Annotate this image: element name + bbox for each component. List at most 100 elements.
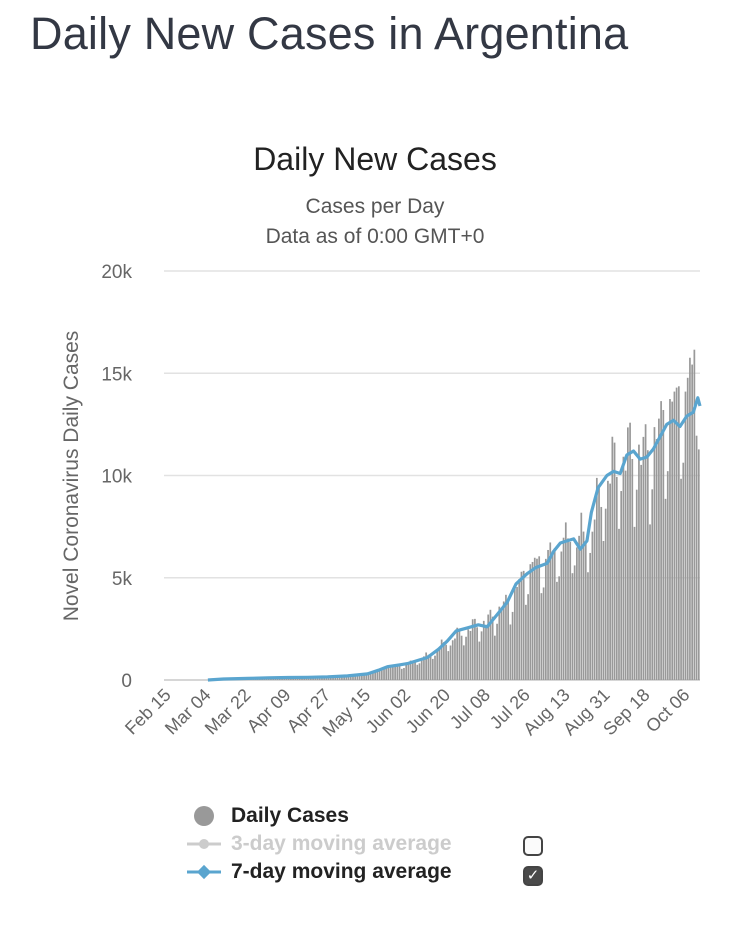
daily-cases-bar xyxy=(542,587,545,680)
daily-cases-bar xyxy=(467,629,470,680)
daily-cases-bar xyxy=(385,668,388,680)
daily-cases-bar xyxy=(445,644,447,680)
daily-cases-bar xyxy=(451,640,454,680)
daily-cases-bar xyxy=(600,506,603,680)
y-tick-label: 10k xyxy=(101,467,132,488)
daily-cases-bar xyxy=(485,624,487,680)
x-tick-label: Jun 02 xyxy=(362,685,414,737)
daily-cases-bar xyxy=(398,664,401,680)
daily-cases-bar xyxy=(394,665,396,680)
legend-item-3-day-average[interactable]: 3-day moving average xyxy=(185,830,452,858)
daily-cases-bar xyxy=(629,422,631,680)
daily-cases-bar xyxy=(478,641,481,680)
legend-item-daily-cases[interactable]: Daily Cases xyxy=(185,802,349,830)
daily-cases-bar xyxy=(476,627,478,680)
y-axis-ticks: 0 5k 10k 15k 20k xyxy=(101,262,132,692)
daily-cases-bar xyxy=(695,435,698,680)
x-tick-label: Apr 09 xyxy=(243,685,295,737)
daily-cases-bar xyxy=(584,543,587,680)
daily-cases-bar xyxy=(689,357,691,680)
toggle-3-day-average-checkbox[interactable] xyxy=(523,836,543,856)
daily-cases-bar xyxy=(343,676,345,680)
daily-cases-bar xyxy=(558,576,560,680)
daily-cases-bar xyxy=(536,558,538,680)
daily-cases-bar xyxy=(562,537,565,680)
daily-cases-bar xyxy=(431,658,434,680)
daily-cases-bar xyxy=(434,655,436,680)
daily-cases-bar xyxy=(540,593,543,680)
daily-cases-bar xyxy=(449,645,452,680)
daily-cases-bar xyxy=(380,669,383,680)
daily-cases-bar xyxy=(635,489,638,680)
daily-cases-bar xyxy=(336,676,339,680)
daily-cases-bar xyxy=(697,449,700,680)
daily-cases-bar xyxy=(686,377,689,680)
daily-cases-bar xyxy=(471,619,474,680)
daily-cases-bar xyxy=(507,599,510,680)
daily-cases-bar xyxy=(622,456,625,680)
daily-cases-bar xyxy=(675,387,678,680)
daily-cases-bar xyxy=(591,531,594,680)
y-tick-label: 0 xyxy=(121,671,132,692)
daily-cases-bar xyxy=(358,674,361,680)
daily-cases-bar xyxy=(500,610,503,680)
daily-cases-bar xyxy=(662,410,665,680)
daily-cases-bar xyxy=(341,676,343,680)
daily-cases-bar xyxy=(376,671,379,680)
daily-cases-bar xyxy=(620,491,623,680)
daily-cases-bar xyxy=(564,522,567,680)
line-marker-icon xyxy=(185,858,223,886)
daily-cases-bar xyxy=(420,659,423,680)
daily-cases-bar xyxy=(576,547,578,680)
daily-cases-bar xyxy=(414,660,416,680)
daily-cases-bar xyxy=(644,424,647,680)
legend-item-7-day-average[interactable]: 7-day moving average xyxy=(185,858,452,886)
daily-cases-bar xyxy=(480,631,483,680)
daily-cases-bar xyxy=(378,670,381,680)
daily-cases-bar xyxy=(602,541,605,680)
seven-day-average-polyline xyxy=(207,396,702,682)
daily-cases-bar xyxy=(429,654,432,680)
daily-cases-bar xyxy=(578,535,580,680)
daily-cases-bar xyxy=(613,442,616,680)
daily-cases-bar xyxy=(496,623,498,680)
daily-cases-bar xyxy=(361,674,363,680)
daily-cases-bar xyxy=(334,676,337,680)
daily-cases-bar xyxy=(533,557,536,680)
toggle-7-day-average-checkbox[interactable]: ✓ xyxy=(523,866,543,886)
daily-cases-bar xyxy=(567,538,569,680)
daily-cases-bar xyxy=(624,470,627,680)
daily-cases-bar xyxy=(458,629,461,680)
daily-cases-bar xyxy=(474,618,476,680)
daily-cases-bar xyxy=(604,508,607,680)
daily-cases-bar xyxy=(345,676,348,680)
daily-cases-bar xyxy=(427,654,430,680)
daily-cases-bar xyxy=(631,459,634,680)
daily-cases-bar xyxy=(456,627,459,680)
x-tick-label: Mar 22 xyxy=(201,685,255,739)
daily-cases-bar xyxy=(369,673,372,680)
daily-cases-bar xyxy=(553,548,556,680)
daily-cases-bar xyxy=(684,391,687,680)
daily-cases-bar xyxy=(387,667,390,680)
daily-cases-bar xyxy=(560,551,563,680)
daily-cases-bar xyxy=(638,444,640,680)
daily-cases-bar xyxy=(365,674,368,680)
legend: Daily Cases 3-day moving average 7-day m… xyxy=(185,798,585,898)
daily-cases-bar xyxy=(589,552,592,680)
daily-cases-bar xyxy=(580,512,583,680)
daily-cases-bar xyxy=(511,611,514,680)
daily-cases-bar xyxy=(416,664,419,680)
daily-cases-bar xyxy=(669,399,671,680)
daily-cases-bar xyxy=(338,676,341,680)
daily-cases-bar xyxy=(354,675,357,680)
daily-cases-bar xyxy=(691,364,693,680)
daily-cases-bar xyxy=(649,524,651,680)
daily-cases-bar xyxy=(411,661,414,680)
daily-cases-bar xyxy=(407,662,410,680)
daily-cases-bar xyxy=(693,349,696,680)
daily-cases-bar xyxy=(405,664,408,680)
y-tick-label: 5k xyxy=(112,569,133,590)
daily-cases-bar xyxy=(389,667,392,680)
legend-label-3-day-average: 3-day moving average xyxy=(231,832,452,855)
